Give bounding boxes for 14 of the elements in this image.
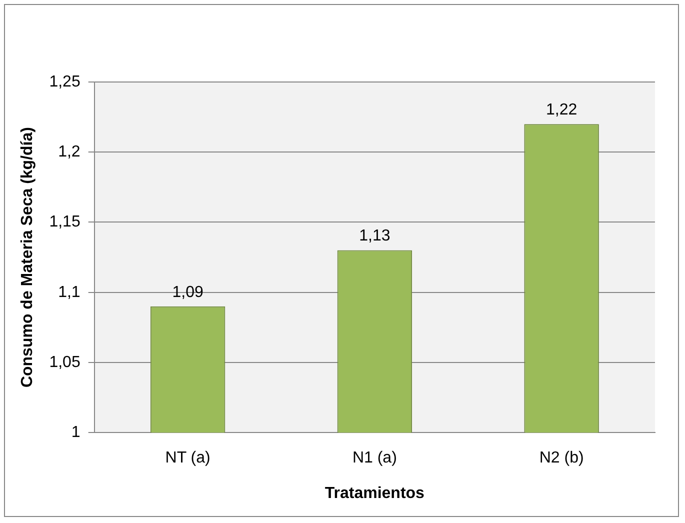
x-tick-label: NT (a) xyxy=(165,450,210,467)
data-label: 1,22 xyxy=(546,101,578,118)
y-tick-label: 1,2 xyxy=(58,144,80,161)
y-tick-label: 1,05 xyxy=(49,354,80,371)
x-tick-label: N2 (b) xyxy=(539,450,584,467)
y-axis-title: Consumo de Materia Seca (kg/día) xyxy=(19,127,36,388)
y-tick-label: 1,15 xyxy=(49,214,80,231)
x-axis-title: Tratamientos xyxy=(324,484,425,502)
data-label: 1,09 xyxy=(172,284,204,301)
y-tick-label: 1 xyxy=(71,424,80,442)
y-tick-label: 1,1 xyxy=(58,284,80,301)
data-label: 1,13 xyxy=(359,228,390,245)
y-tick-label: 1,25 xyxy=(49,73,80,90)
x-tick-label: N1 (a) xyxy=(352,450,397,467)
